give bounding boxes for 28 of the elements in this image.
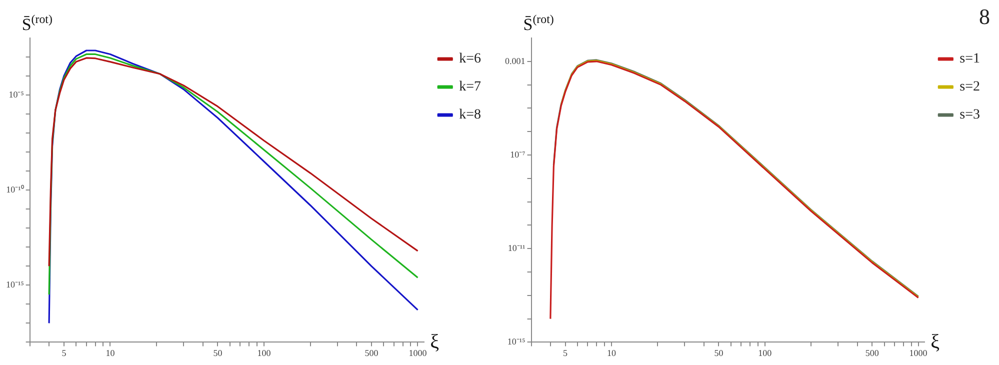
x-axis-title: ξ <box>430 331 440 354</box>
legend-label: s=3 <box>960 108 980 123</box>
y-tick-label: 10⁻⁵ <box>8 89 24 100</box>
y-tick-label: 10⁻⁷ <box>510 149 526 160</box>
x-tick-label: 5 <box>62 348 67 358</box>
legend-label: k=8 <box>459 108 482 123</box>
y-tick-label: 0.001 <box>505 56 526 66</box>
x-axis-title: ξ <box>930 331 940 354</box>
legend-label: k=6 <box>459 52 482 67</box>
y-tick-label: 10⁻¹⁰ <box>6 184 24 194</box>
x-tick-label: 1000 <box>909 348 928 358</box>
y-tick-label: 10⁻¹¹ <box>508 242 526 253</box>
text: 8 <box>979 4 990 30</box>
legend-label: s=1 <box>960 52 980 67</box>
x-tick-label: 50 <box>714 348 724 358</box>
legend-label: s=2 <box>960 80 980 95</box>
y-tick-label: 10⁻¹⁵ <box>507 336 526 347</box>
x-tick-label: 100 <box>257 348 272 358</box>
x-tick-label: 500 <box>364 348 379 358</box>
y-tick-label: 10⁻¹⁵ <box>6 280 24 290</box>
x-tick-label: 10 <box>606 348 616 358</box>
x-tick-label: 1000 <box>408 348 428 358</box>
x-tick-label: 100 <box>758 348 772 358</box>
x-tick-label: 10 <box>106 348 116 358</box>
x-tick-label: 5 <box>563 348 568 358</box>
x-tick-label: 500 <box>865 348 880 358</box>
legend-label: k=7 <box>459 80 482 95</box>
x-tick-label: 50 <box>213 348 223 358</box>
